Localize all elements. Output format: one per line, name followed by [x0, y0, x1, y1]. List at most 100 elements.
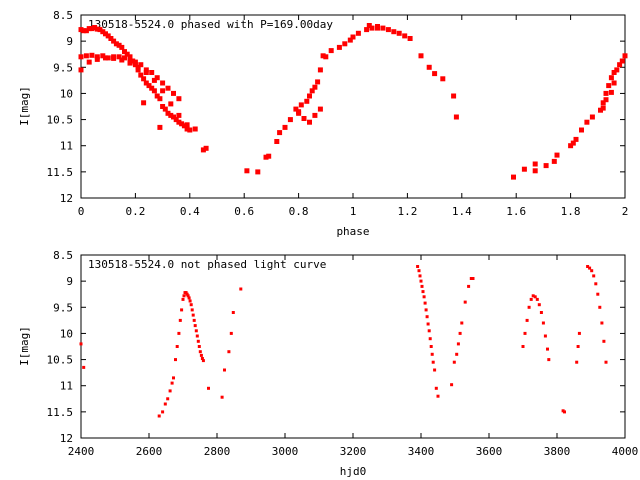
data-point	[458, 331, 462, 335]
data-point	[423, 301, 427, 305]
data-point	[402, 33, 408, 39]
data-point	[614, 67, 620, 73]
data-point	[143, 70, 149, 75]
data-point	[220, 395, 224, 399]
data-point	[199, 353, 203, 357]
data-point	[467, 284, 471, 288]
data-point	[600, 321, 604, 325]
data-point	[532, 161, 538, 167]
data-point	[200, 147, 206, 153]
data-point	[539, 311, 543, 314]
data-point	[83, 28, 89, 34]
data-point	[176, 96, 182, 102]
data-point	[455, 352, 459, 356]
data-point	[525, 318, 529, 322]
data-point	[418, 274, 422, 278]
data-point	[149, 70, 155, 75]
data-point	[463, 300, 467, 304]
data-point	[434, 386, 438, 390]
data-point	[143, 80, 149, 86]
data-point	[576, 345, 580, 348]
data-point	[227, 350, 231, 354]
data-point	[108, 36, 114, 41]
data-point	[263, 154, 269, 160]
data-point	[336, 44, 342, 50]
y-tick-label: 11	[60, 140, 73, 153]
data-point	[304, 98, 310, 104]
data-point	[127, 56, 133, 62]
data-point	[184, 291, 188, 295]
data-point	[366, 23, 372, 28]
data-point	[192, 318, 196, 322]
x-tick-label: 3800	[544, 445, 571, 458]
data-point	[127, 54, 133, 60]
data-point	[317, 106, 323, 112]
y-tick-label: 10	[60, 87, 73, 100]
data-point	[531, 294, 535, 298]
data-point	[546, 347, 549, 351]
data-point	[130, 58, 136, 64]
y-tick-label: 10.5	[47, 354, 74, 367]
chart-title: 130518-5524.0 phased with P=169.00day	[88, 18, 333, 31]
data-point	[173, 117, 179, 123]
data-point	[143, 67, 149, 73]
data-point	[190, 308, 194, 312]
data-point	[97, 27, 103, 33]
data-points-layer	[79, 265, 608, 418]
data-point	[342, 41, 348, 47]
data-points-layer	[78, 23, 628, 180]
data-point	[554, 152, 560, 158]
data-point	[200, 357, 204, 360]
data-point	[606, 83, 612, 89]
data-point	[127, 60, 133, 66]
data-point	[184, 126, 190, 132]
data-point	[419, 279, 423, 283]
data-point	[180, 308, 184, 312]
data-point	[420, 284, 424, 288]
data-point	[436, 394, 440, 398]
data-point	[589, 114, 595, 120]
data-point	[146, 83, 152, 89]
data-point	[165, 85, 171, 91]
y-axis-label: I[mag]	[18, 86, 31, 126]
data-point	[570, 140, 576, 146]
data-point	[592, 274, 596, 278]
data-point	[588, 266, 592, 270]
data-point	[416, 265, 420, 268]
data-point	[301, 116, 307, 121]
y-tick-label: 10	[60, 327, 73, 340]
phased-light-curve-panel: 130518-5524.0 phased with P=169.00day ph…	[18, 9, 628, 238]
data-point	[421, 290, 425, 294]
data-point	[422, 295, 426, 299]
data-point	[171, 90, 176, 96]
data-point	[425, 315, 429, 319]
x-tick-label: 1.2	[397, 205, 417, 218]
data-point	[584, 119, 590, 125]
data-point	[122, 55, 127, 61]
data-point	[453, 114, 459, 120]
x-axis-label: phase	[336, 225, 369, 238]
data-point	[298, 102, 304, 108]
ticks-layer: 0 0.2 0.4 0.6 0.8 1 1.2 1.4 1.6 1.8 2 8.5 9 9.5 10 10.5…	[47, 9, 629, 218]
data-point	[168, 101, 174, 107]
data-point	[426, 322, 430, 326]
data-point	[187, 296, 191, 300]
data-point	[598, 107, 603, 113]
data-point	[523, 331, 527, 335]
data-point	[103, 31, 108, 37]
x-tick-label: 0.6	[234, 205, 254, 218]
data-point	[396, 30, 402, 36]
data-point	[181, 297, 185, 301]
data-point	[79, 342, 83, 346]
data-point	[418, 53, 424, 59]
data-point	[277, 130, 283, 136]
data-point	[521, 345, 525, 348]
data-point	[527, 305, 531, 309]
data-point	[141, 76, 147, 82]
data-point	[174, 358, 177, 362]
data-point	[385, 27, 391, 33]
data-point	[207, 386, 210, 390]
data-point	[355, 30, 361, 36]
data-point	[608, 75, 614, 81]
